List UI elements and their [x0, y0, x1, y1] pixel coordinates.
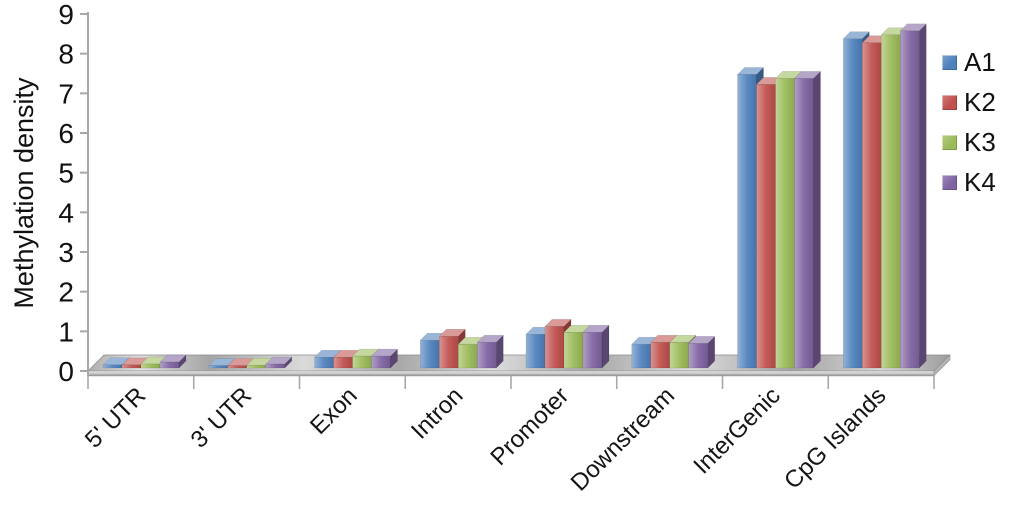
- y-tick-label: 2: [58, 277, 74, 308]
- legend-swatch-K2: [942, 94, 957, 110]
- x-axis-labels: 5' UTR 3' UTR Exon Intron PromoterDownstream…: [80, 382, 892, 496]
- legend-label: K4: [964, 167, 996, 197]
- y-tick-label: 8: [58, 39, 74, 70]
- legend-item-K2: K2: [942, 88, 1024, 116]
- y-tick-label: 4: [58, 197, 74, 228]
- y-tick-label: 1: [58, 316, 74, 347]
- x-category-label: CpG Islands: [779, 382, 891, 494]
- x-category-label: Intron: [406, 382, 468, 444]
- bar-Promoter-K4: [582, 324, 610, 369]
- y-tick-label: 0: [58, 356, 74, 387]
- y-tick-label: 7: [58, 78, 74, 109]
- legend-label: K3: [964, 127, 996, 157]
- x-category-label: 5' UTR: [80, 382, 151, 453]
- legend-item-K3: K3: [942, 128, 1024, 156]
- x-category-label: InterGenic: [688, 382, 785, 479]
- bar-5' UTR-K4: [159, 354, 187, 369]
- y-tick-label: 9: [58, 0, 74, 30]
- x-category-label: Exon: [305, 382, 363, 440]
- legend-swatch-A1: [942, 54, 957, 70]
- bar-3' UTR-K4: [265, 356, 293, 369]
- x-category-label: Promoter: [485, 382, 574, 471]
- legend-item-A1: A1: [942, 48, 1024, 76]
- y-tick-label: 5: [58, 158, 74, 189]
- y-tick-label: 3: [58, 237, 74, 268]
- y-axis: 0 1 2 3 4 5 6 7 8 9: [58, 0, 89, 387]
- bar-CpG Islands-K4: [899, 23, 927, 369]
- legend-swatch-K3: [942, 134, 957, 150]
- bars: [102, 23, 927, 369]
- legend-item-K4: K4: [942, 168, 1024, 196]
- bar-Downstream-K4: [688, 335, 716, 369]
- bar-Intron-K4: [476, 334, 504, 369]
- x-category-label: Downstream: [566, 382, 680, 496]
- bar-InterGenic-K4: [793, 70, 822, 369]
- y-tick-label: 6: [58, 118, 74, 149]
- x-category-label: 3' UTR: [186, 382, 257, 453]
- legend: A1 K2 K3 K4: [942, 48, 1024, 196]
- legend-label: A1: [964, 47, 996, 77]
- bar-Exon-K4: [370, 348, 399, 369]
- legend-label: K2: [964, 87, 996, 117]
- x-axis-ticks: [87, 376, 935, 389]
- legend-swatch-K4: [942, 174, 957, 190]
